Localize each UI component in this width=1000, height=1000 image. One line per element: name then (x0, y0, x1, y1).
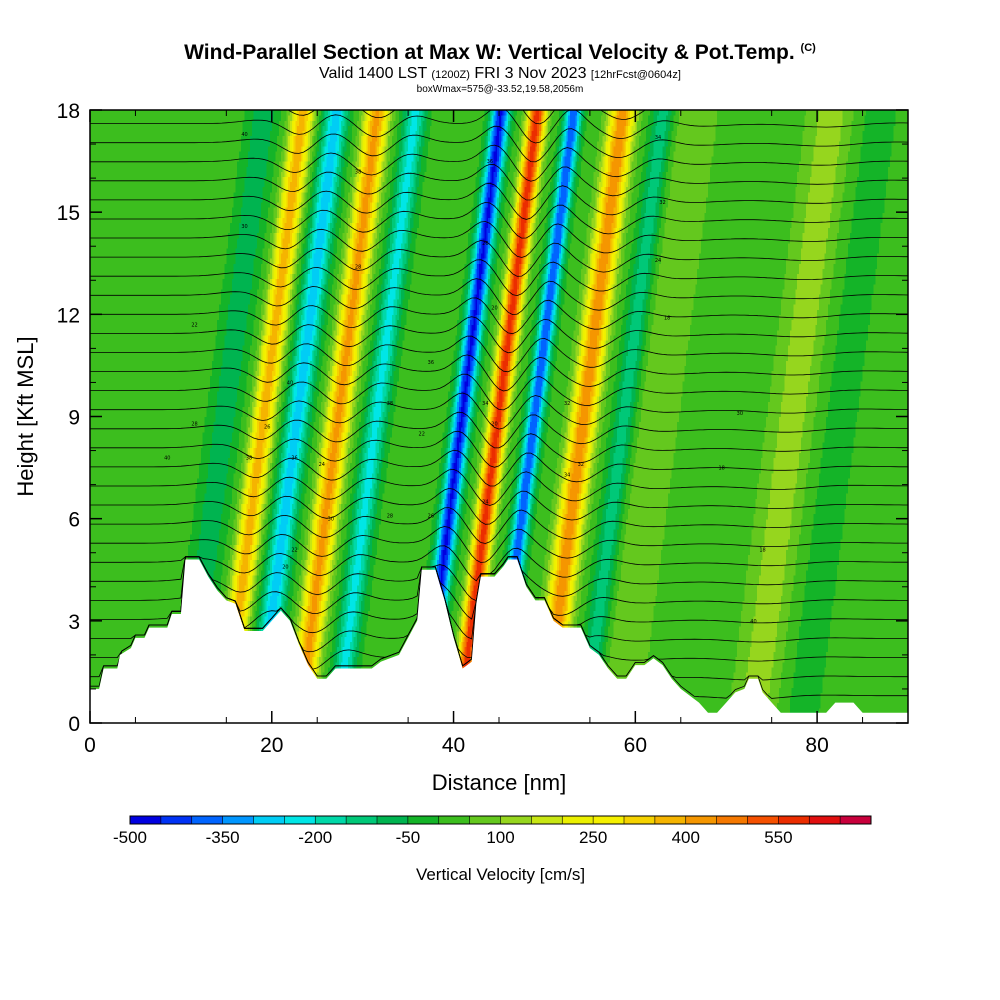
cross-section-chart: 40383634323028262422201840383634 32302826… (0, 0, 1000, 1000)
